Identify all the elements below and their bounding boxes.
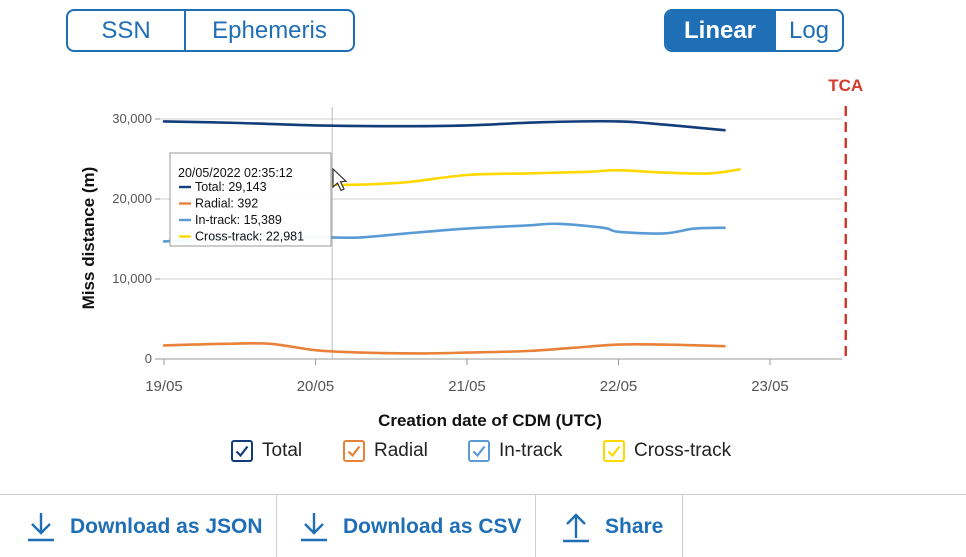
tooltip-line: Cross-track: 22,981: [195, 230, 304, 244]
tooltip-line: Radial: 392: [195, 197, 258, 211]
log-scale-button[interactable]: Log: [774, 11, 842, 50]
cursor-arrow-icon: [332, 167, 348, 192]
x-axis: 19/05 20/05 21/05 22/05 23/05: [145, 358, 842, 395]
y-tick-label: 10,000: [112, 271, 152, 286]
toolbar-divider: [682, 495, 683, 557]
tooltip-line: Total: 29,143: [195, 180, 267, 194]
ssn-button[interactable]: SSN: [101, 16, 151, 44]
upload-share-icon: [561, 511, 591, 543]
download-icon: [299, 511, 329, 543]
legend-label: In-track: [499, 440, 563, 461]
share-label: Share: [605, 514, 664, 538]
data-source-toggle: SSN Ephemeris: [66, 9, 355, 52]
x-tick-label: 19/05: [145, 378, 183, 395]
legend-item-radial[interactable]: Radial: [343, 440, 428, 462]
download-json-button[interactable]: Download as JSON: [26, 495, 263, 557]
y-axis-title: Miss distance (m): [79, 167, 98, 310]
tooltip-line: In-track: 15,389: [195, 213, 282, 227]
x-tick-label: 23/05: [751, 378, 789, 395]
toolbar-divider: [276, 495, 277, 557]
series-line-cross-track: [330, 168, 741, 187]
y-tick-label: 20,000: [112, 191, 152, 206]
tooltip: 20/05/2022 02:35:12 Total: 29,143 Radial:…: [169, 152, 332, 247]
series-line-total: [162, 119, 726, 132]
tca-label: TCA: [828, 76, 863, 95]
legend-item-in-track[interactable]: In-track: [468, 440, 562, 462]
download-json-label: Download as JSON: [70, 514, 263, 538]
legend-item-cross-track[interactable]: Cross-track: [603, 440, 731, 462]
x-tick-label: 22/05: [600, 378, 638, 395]
share-button[interactable]: Share: [561, 495, 663, 557]
miss-distance-chart: 0 10,000 20,000 30,000 19/05 20/05 21/05 22/05…: [79, 76, 863, 430]
scale-toggle: Linear Log: [664, 9, 844, 52]
checkbox-checked-icon[interactable]: [343, 440, 365, 462]
action-toolbar: Download as JSON Download as CSV Share: [0, 494, 966, 557]
toolbar-divider: [535, 495, 536, 557]
legend-label: Total: [262, 440, 303, 461]
ephemeris-button[interactable]: Ephemeris: [184, 11, 353, 50]
legend-label: Cross-track: [634, 440, 732, 461]
legend-label: Radial: [374, 440, 428, 461]
chart-legend: Total Radial In-track Cross-track: [0, 440, 966, 470]
tca-marker: TCA: [828, 76, 863, 359]
checkbox-checked-icon[interactable]: [468, 440, 490, 462]
y-tick-label: 0: [145, 351, 152, 366]
y-tick-label: 30,000: [112, 111, 152, 126]
legend-item-total[interactable]: Total: [231, 440, 302, 462]
x-axis-title: Creation date of CDM (UTC): [378, 411, 602, 430]
linear-scale-button[interactable]: Linear: [666, 11, 774, 50]
y-axis-ticks: 0 10,000 20,000 30,000: [112, 111, 160, 366]
download-icon: [26, 511, 56, 543]
checkbox-checked-icon[interactable]: [603, 440, 625, 462]
download-csv-label: Download as CSV: [343, 514, 522, 538]
x-tick-label: 21/05: [448, 378, 486, 395]
download-csv-button[interactable]: Download as CSV: [299, 495, 522, 557]
series-line-radial: [162, 341, 726, 355]
checkbox-checked-icon[interactable]: [231, 440, 253, 462]
series-lines: [162, 119, 741, 355]
x-tick-label: 20/05: [297, 378, 335, 395]
tooltip-title: 20/05/2022 02:35:12: [178, 166, 293, 180]
